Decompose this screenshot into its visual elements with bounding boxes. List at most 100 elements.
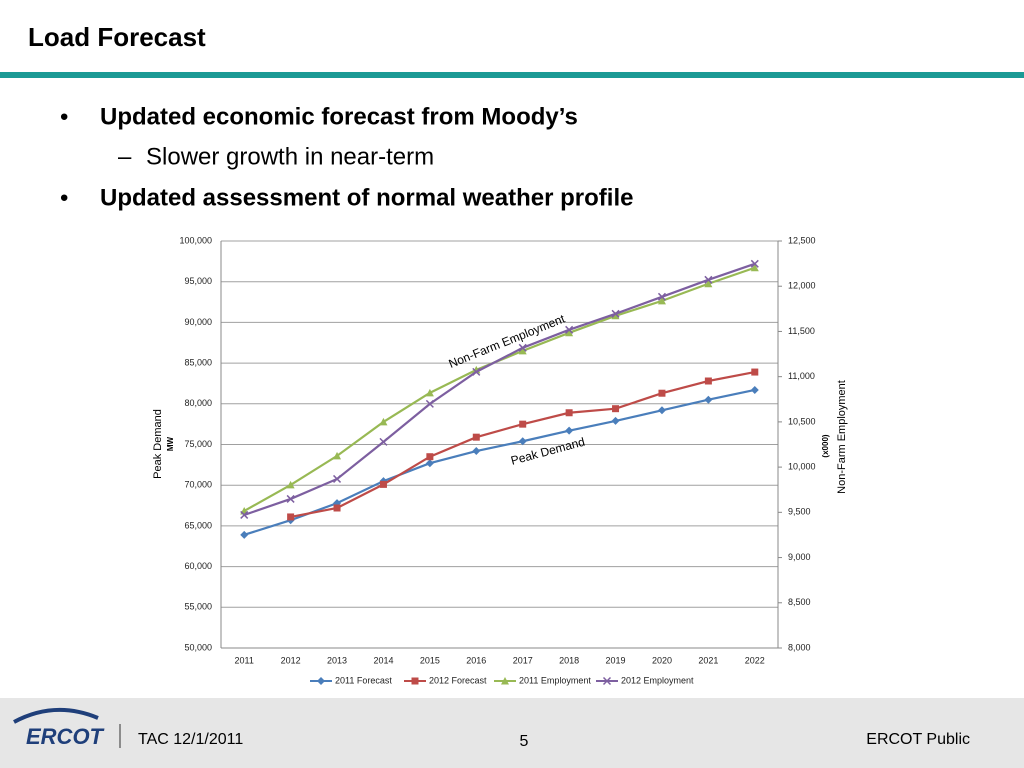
logo: ERCOT [26, 724, 105, 749]
data-point [751, 368, 759, 376]
data-point [518, 346, 527, 355]
data-point [426, 453, 434, 461]
data-point [333, 474, 342, 483]
data-point [286, 480, 295, 489]
y2-tick-label: 10,000 [788, 461, 816, 471]
x-tick-label: 2013 [327, 655, 347, 665]
chart: 50,000 55,000 60,000 65,000 70,000 75,000 80,0… [152, 235, 848, 685]
data-point [704, 279, 713, 288]
data-point [611, 416, 620, 425]
data-point [657, 292, 666, 301]
x-tick-label: 2011 [235, 655, 254, 665]
y2-tick-label: 9,500 [788, 507, 811, 517]
x-tick-label: 2014 [373, 655, 393, 665]
y2-tick-label: 8,000 [788, 642, 811, 652]
x-tick-label: 2012 [281, 655, 301, 665]
data-point [472, 433, 480, 441]
bullet: Updated economic forecast from Moody’s [100, 103, 578, 130]
y2-axis-title: Non-Farm Employment [836, 380, 848, 494]
y-tick-label: 65,000 [184, 520, 212, 530]
bullet: Updated assessment of normal weather pro… [100, 184, 633, 211]
data-point [565, 409, 573, 417]
data-point [657, 296, 666, 305]
series-line [243, 262, 756, 516]
data-point [750, 385, 759, 394]
y2-tick-label: 11,500 [788, 326, 815, 336]
y2-tick-label: 9,000 [788, 552, 811, 562]
y-tick-label: 80,000 [184, 398, 212, 408]
data-point [612, 405, 620, 413]
data-point [611, 309, 620, 318]
legend-marker [602, 676, 612, 686]
y-tick-label: 85,000 [184, 357, 212, 367]
legend-marker [317, 677, 325, 685]
data-point [657, 406, 666, 415]
y-tick-label: 60,000 [184, 561, 212, 571]
y-tick-label: 70,000 [184, 480, 212, 490]
data-point [565, 426, 574, 435]
x-tick-label: 2019 [606, 655, 626, 665]
bullet-dot: • [60, 103, 68, 130]
legend-label: 2012 Employment [621, 675, 694, 685]
y2-tick-label: 10,500 [788, 416, 816, 426]
sub-dash: – [118, 143, 132, 170]
bullet-dot: • [60, 184, 68, 211]
data-point [658, 389, 666, 397]
x-tick-label: 2016 [466, 655, 486, 665]
data-point [333, 504, 341, 512]
page-number: 5 [520, 733, 529, 750]
footer-band [0, 698, 1024, 768]
data-point [565, 325, 574, 334]
y-axis-unit: MW [166, 436, 175, 451]
data-point [518, 437, 527, 446]
sub-bullet: Slower growth in near-term [146, 143, 434, 170]
data-point [750, 259, 759, 268]
data-point [286, 494, 295, 503]
data-point [240, 530, 249, 539]
title-rule [0, 72, 1024, 78]
data-point [472, 447, 481, 456]
data-point [565, 328, 574, 337]
data-point [518, 343, 527, 352]
data-point [287, 513, 295, 521]
series-line [243, 388, 756, 536]
y2-axis-unit: (x000) [821, 434, 830, 457]
data-point [750, 263, 759, 272]
footer-left: TAC 12/1/2011 [138, 731, 243, 748]
data-point [472, 367, 481, 376]
data-point [240, 510, 249, 519]
data-point [425, 459, 434, 468]
data-point [333, 451, 342, 460]
y-tick-label: 95,000 [184, 276, 212, 286]
legend-label: 2011 Forecast [335, 675, 392, 685]
data-point [704, 377, 712, 385]
x-tick-label: 2017 [513, 655, 533, 665]
y-tick-label: 55,000 [184, 602, 212, 612]
y2-tick-label: 8,500 [788, 597, 811, 607]
legend-marker [411, 677, 419, 685]
x-tick-label: 2020 [652, 655, 672, 665]
y-tick-label: 75,000 [184, 439, 212, 449]
legend-label: 2011 Employment [519, 675, 591, 685]
legend-marker [501, 677, 509, 685]
data-point [519, 420, 527, 428]
footer-right: ERCOT Public [866, 731, 970, 748]
data-point [425, 388, 434, 397]
y-tick-label: 90,000 [184, 317, 212, 327]
y2-tick-label: 11,000 [788, 371, 815, 381]
data-point [379, 417, 388, 426]
x-tick-label: 2022 [745, 655, 765, 665]
y2-tick-label: 12,000 [788, 281, 816, 291]
legend-label: 2012 Forecast [429, 675, 487, 685]
data-point [425, 399, 434, 408]
data-point [379, 437, 388, 446]
y-axis-title: Peak Demand [152, 409, 164, 479]
logo-swoosh [13, 708, 99, 724]
data-point [704, 275, 713, 284]
y-tick-label: 100,000 [179, 235, 212, 245]
x-tick-label: 2015 [420, 655, 440, 665]
y-tick-label: 50,000 [184, 642, 212, 652]
x-tick-label: 2021 [698, 655, 718, 665]
data-point [704, 395, 713, 404]
